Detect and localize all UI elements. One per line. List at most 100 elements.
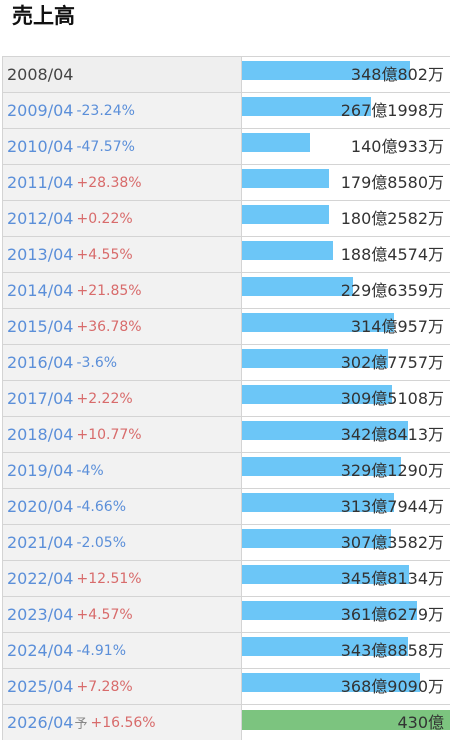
table-row: 2017/04 +2.22% 309億5108万 xyxy=(3,381,450,417)
value-bar xyxy=(242,97,371,116)
table-row: 2023/04 +4.57% 361億6279万 xyxy=(3,597,450,633)
bar-cell: 267億1998万 xyxy=(242,93,450,128)
value-label: 140億933万 xyxy=(350,137,444,156)
value-bar xyxy=(242,241,333,260)
row-label-cell: 2014/04 +21.85% xyxy=(3,273,242,308)
value-bar xyxy=(242,601,417,620)
year-label: 2019/04 xyxy=(7,461,74,480)
year-label: 2016/04 xyxy=(7,353,74,372)
row-label-cell: 2019/04 -4% xyxy=(3,453,242,488)
change-percent: +7.28% xyxy=(76,678,133,695)
value-label: 188億4574万 xyxy=(340,245,444,264)
value-bar xyxy=(242,493,394,512)
value-label: 361億6279万 xyxy=(340,605,444,624)
change-percent: -4.91% xyxy=(76,642,126,659)
table-row: 2008/04 348億802万 xyxy=(3,57,450,93)
bar-cell: 229億6359万 xyxy=(242,273,450,308)
table-row: 2025/04 +7.28% 368億9090万 xyxy=(3,669,450,705)
value-bar xyxy=(242,169,329,188)
year-label: 2012/04 xyxy=(7,209,74,228)
forecast-mark: 予 xyxy=(74,717,88,732)
table-row: 2012/04 +0.22% 180億2582万 xyxy=(3,201,450,237)
value-bar xyxy=(242,385,392,404)
value-bar xyxy=(242,673,420,692)
table-row: 2019/04 -4% 329億1290万 xyxy=(3,453,450,489)
year-label: 2017/04 xyxy=(7,389,74,408)
value-label: 229億6359万 xyxy=(340,281,444,300)
change-percent: +10.77% xyxy=(76,426,142,443)
change-percent: +36.78% xyxy=(76,318,142,335)
bar-cell: 140億933万 xyxy=(242,129,450,164)
change-percent: -4.66% xyxy=(76,498,126,515)
row-label-cell: 2017/04 +2.22% xyxy=(3,381,242,416)
value-label: 313億7944万 xyxy=(340,497,444,516)
bar-cell: 302億7757万 xyxy=(242,345,450,380)
row-label-cell: 2016/04 -3.6% xyxy=(3,345,242,380)
change-percent: +21.85% xyxy=(76,282,142,299)
year-label: 2013/04 xyxy=(7,245,74,264)
value-bar xyxy=(242,529,391,548)
sales-table: 2008/04 348億802万 2009/04 -23.24% 267億1998万 20… xyxy=(2,56,450,740)
bar-cell: 430億 xyxy=(242,705,450,740)
value-label: 179億8580万 xyxy=(340,173,444,192)
bar-cell: 343億8858万 xyxy=(242,633,450,668)
value-bar xyxy=(242,61,410,80)
year-label: 2014/04 xyxy=(7,281,74,300)
change-percent: -3.6% xyxy=(76,354,118,371)
bar-cell: 180億2582万 xyxy=(242,201,450,236)
table-row: 2011/04 +28.38% 179億8580万 xyxy=(3,165,450,201)
year-label: 2022/04 xyxy=(7,569,74,588)
bar-cell: 329億1290万 xyxy=(242,453,450,488)
bar-cell: 179億8580万 xyxy=(242,165,450,200)
row-label-cell: 2010/04 -47.57% xyxy=(3,129,242,164)
row-label-cell: 2009/04 -23.24% xyxy=(3,93,242,128)
table-row: 2010/04 -47.57% 140億933万 xyxy=(3,129,450,165)
value-label: 343億8858万 xyxy=(340,641,444,660)
value-label: 314億957万 xyxy=(350,317,444,336)
change-percent: -2.05% xyxy=(76,534,126,551)
year-label: 2020/04 xyxy=(7,497,74,516)
change-percent: +28.38% xyxy=(76,174,142,191)
row-label-cell: 2013/04 +4.55% xyxy=(3,237,242,272)
change-percent: +12.51% xyxy=(76,570,142,587)
table-row: 2009/04 -23.24% 267億1998万 xyxy=(3,93,450,129)
row-label-cell: 2024/04 -4.91% xyxy=(3,633,242,668)
value-bar xyxy=(242,421,408,440)
value-bar xyxy=(242,349,388,368)
year-label: 2010/04 xyxy=(7,137,74,156)
row-label-cell: 2011/04 +28.38% xyxy=(3,165,242,200)
value-bar xyxy=(242,565,409,584)
year-label: 2026/04 xyxy=(7,713,74,732)
table-row: 2016/04 -3.6% 302億7757万 xyxy=(3,345,450,381)
row-label-cell: 2026/04 予 +16.56% xyxy=(3,705,242,740)
bar-cell: 368億9090万 xyxy=(242,669,450,704)
bar-cell: 307億3582万 xyxy=(242,525,450,560)
table-row: 2020/04 -4.66% 313億7944万 xyxy=(3,489,450,525)
row-label-cell: 2025/04 +7.28% xyxy=(3,669,242,704)
row-label-cell: 2022/04 +12.51% xyxy=(3,561,242,596)
value-bar xyxy=(242,313,394,332)
table-row: 2021/04 -2.05% 307億3582万 xyxy=(3,525,450,561)
change-percent: -47.57% xyxy=(76,138,135,155)
bar-cell: 188億4574万 xyxy=(242,237,450,272)
year-label: 2018/04 xyxy=(7,425,74,444)
forecast-bar xyxy=(242,710,450,730)
row-label-cell: 2020/04 -4.66% xyxy=(3,489,242,524)
change-percent: -23.24% xyxy=(76,102,135,119)
table-row: 2022/04 +12.51% 345億8134万 xyxy=(3,561,450,597)
year-label: 2025/04 xyxy=(7,677,74,696)
value-label: 309億5108万 xyxy=(340,389,444,408)
year-label: 2023/04 xyxy=(7,605,74,624)
bar-cell: 361億6279万 xyxy=(242,597,450,632)
year-label: 2011/04 xyxy=(7,173,74,192)
change-percent: +0.22% xyxy=(76,210,133,227)
table-row: 2018/04 +10.77% 342億8413万 xyxy=(3,417,450,453)
value-bar xyxy=(242,205,329,224)
value-label: 267億1998万 xyxy=(340,101,444,120)
year-label: 2024/04 xyxy=(7,641,74,660)
change-percent: +4.57% xyxy=(76,606,133,623)
bar-cell: 309億5108万 xyxy=(242,381,450,416)
row-label-cell: 2015/04 +36.78% xyxy=(3,309,242,344)
row-label-cell: 2023/04 +4.57% xyxy=(3,597,242,632)
value-label: 307億3582万 xyxy=(340,533,444,552)
